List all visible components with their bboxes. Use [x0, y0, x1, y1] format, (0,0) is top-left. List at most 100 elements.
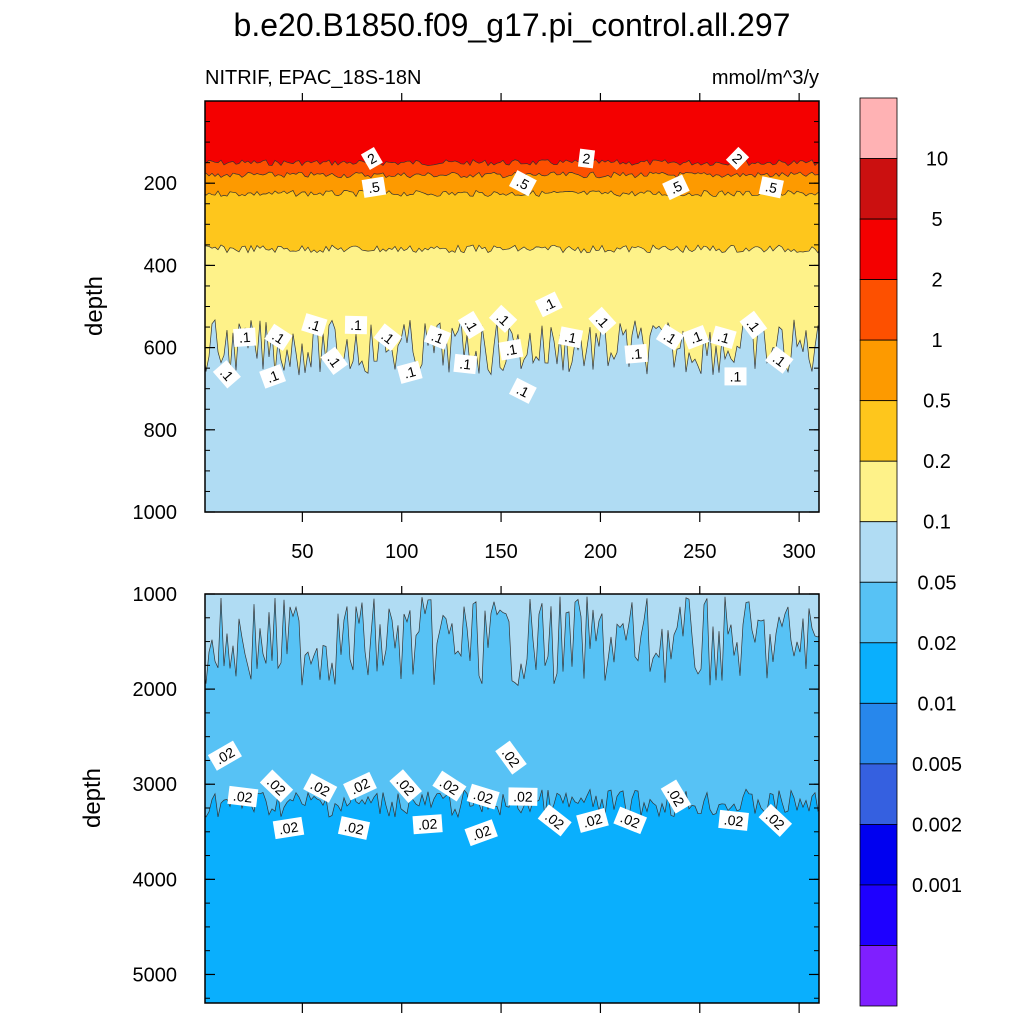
colorbar-level-label: 0.05 — [918, 572, 957, 594]
contour-label-background — [320, 346, 348, 375]
contour-label-text: .1 — [563, 328, 578, 346]
contour-label-text: .02 — [278, 819, 300, 838]
lower-contour-label: .02 — [576, 807, 609, 833]
colorbar-swatch — [859, 763, 898, 825]
contour-label-background — [373, 323, 403, 352]
contour-label-text: .02 — [513, 788, 533, 804]
lower-contour-label: .02 — [613, 806, 648, 835]
contour-label-background — [624, 343, 648, 364]
colorbar-swatch — [859, 400, 898, 462]
contour-label-background — [534, 291, 563, 318]
colorbar-level-label: 2 — [931, 270, 942, 292]
contour-label-background — [660, 779, 692, 814]
contour-label-text: .02 — [417, 816, 438, 833]
upper-contour-label: .5 — [758, 176, 784, 199]
x-tick-label: 100 — [385, 541, 418, 563]
lower-contour-label: .02 — [508, 787, 538, 806]
contour-label-background — [495, 740, 527, 775]
contour-label-background — [508, 170, 537, 197]
contour-label-background — [613, 806, 648, 835]
contour-label-text: .1 — [306, 316, 322, 335]
upper-contour-label: .1 — [509, 377, 537, 404]
upper-contour-label: .1 — [344, 315, 368, 335]
lower-y-tick-label: 4000 — [133, 869, 178, 891]
upper-contour-label: .1 — [534, 291, 563, 318]
colorbar-level-label: 1 — [931, 330, 942, 352]
contour-label-text: .02 — [343, 818, 366, 838]
contour-label-background — [509, 377, 537, 404]
x-tick-label: 150 — [484, 541, 517, 563]
upper-contour-label: .1 — [655, 323, 685, 351]
lower-contour-labels: .02.02.02.02.02.02.02.02.02.02.02.02.02.… — [207, 740, 793, 847]
lower-contour-label: .02 — [412, 814, 443, 835]
contour-label-background — [488, 304, 518, 333]
upper-y-tick-label: 800 — [144, 420, 177, 442]
upper-y-tick-label: 200 — [144, 173, 177, 195]
contour-label-background — [725, 146, 750, 171]
upper-contour-label: 2 — [725, 146, 750, 171]
contour-label-background — [233, 327, 257, 348]
upper-contour-label: .1 — [558, 326, 584, 349]
contour-label-text: .02 — [723, 811, 744, 829]
contour-label-background — [453, 353, 478, 375]
contour-label-background — [259, 364, 287, 389]
contour-label-background — [498, 338, 524, 361]
colorbar-level-label: 0.005 — [912, 754, 962, 776]
contour-label-background — [724, 367, 747, 386]
colorbar-swatch — [859, 642, 898, 704]
upper-contour-label: .1 — [423, 324, 452, 350]
contour-label-background — [558, 326, 584, 349]
contour-label-background — [655, 323, 685, 351]
upper-contour-label: .5 — [508, 170, 537, 197]
upper-contour-label: .1 — [710, 325, 737, 349]
colorbar-swatch — [859, 702, 898, 765]
variable-region-label: NITRIF, EPAC_18S-18N — [205, 67, 421, 89]
upper-contour-label: .1 — [373, 323, 403, 352]
colorbar-level-label: 0.01 — [918, 693, 957, 715]
contour-label-text: .1 — [459, 355, 472, 372]
contour-label-background — [508, 787, 538, 806]
x-tick-label: 50 — [291, 541, 313, 563]
contour-label-background — [537, 804, 572, 837]
contour-label-text: .1 — [238, 329, 251, 346]
figure-title: b.e20.B1850.f09_g17.pi_control.all.297 — [234, 7, 791, 43]
contour-label-background — [466, 783, 500, 810]
contour-label-text: .02 — [618, 809, 642, 831]
lower-contour-label: .02 — [718, 809, 749, 831]
x-tick-label: 200 — [584, 541, 617, 563]
upper-y-tick-label: 1000 — [133, 502, 178, 524]
colorbar-level-label: 0.001 — [912, 875, 962, 897]
label-separator: , — [267, 67, 278, 89]
upper-contour-label: .1 — [457, 310, 485, 340]
colorbar-swatch — [859, 521, 898, 583]
contour-label-background — [423, 324, 452, 350]
contour-label-background — [264, 323, 293, 351]
lower-contour-label: .02 — [466, 783, 500, 810]
colorbar-level-label: 0.1 — [923, 512, 951, 534]
colorbar-swatch — [859, 884, 898, 946]
upper-contour-label: .1 — [498, 338, 524, 361]
upper-contour-labels: 2 2 2.5.5.5.5.1.1.1.1.1.1.1.1.1.1.1.1.1.1.… — [212, 146, 794, 404]
upper-contour-label: 2 — [360, 146, 383, 171]
upper-contour-label: .1 — [264, 323, 293, 351]
contour-label-background — [389, 769, 423, 803]
contour-label-background — [588, 306, 617, 336]
colorbar-swatch — [859, 945, 898, 1007]
lower-y-tick-label: 5000 — [133, 964, 178, 986]
contour-label-text: .5 — [367, 178, 381, 196]
upper-contour-label: .1 — [488, 304, 518, 333]
contour-label-background — [710, 325, 737, 349]
upper-contour-label: .1 — [682, 324, 710, 350]
contour-label-background — [343, 771, 377, 801]
contour-label-background — [303, 773, 338, 803]
lower-contour-label: .02 — [337, 816, 371, 840]
contour-label-background — [259, 769, 294, 803]
contour-label-text: .1 — [687, 328, 704, 347]
colorbar-swatch — [859, 218, 898, 281]
contour-label-background — [577, 148, 596, 169]
upper-contour-label: .5 — [662, 174, 690, 201]
contour-label-background — [758, 803, 793, 837]
contour-label-background — [207, 740, 242, 771]
lower-contour-label: .02 — [227, 785, 259, 808]
upper-axes: 200 400 600 800 1000 50 100 150 200 250 300 — [133, 93, 819, 563]
